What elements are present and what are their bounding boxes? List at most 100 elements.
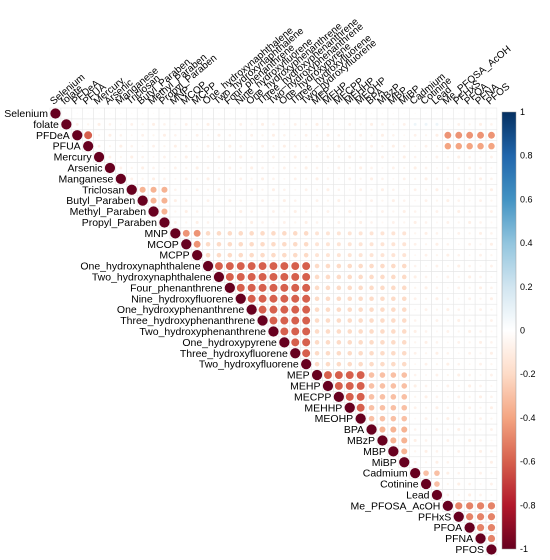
correlation-point [283,112,286,115]
correlation-point [291,272,300,281]
correlation-point [490,428,493,431]
correlation-point [457,461,460,464]
correlation-point [366,424,377,435]
correlation-point [291,305,300,314]
correlation-point [424,406,428,409]
correlation-point [282,252,287,258]
correlation-point [435,253,439,257]
correlation-point [293,210,297,214]
correlation-point [282,199,286,203]
correlation-point [325,350,331,356]
correlation-point [152,112,155,115]
correlation-point [302,294,311,303]
correlation-point [401,394,408,400]
correlation-point [489,188,493,192]
correlation-point [446,406,450,410]
correlation-point [370,188,373,191]
correlation-point [446,471,450,475]
row-label: Three_hydroxyfluorene [180,348,288,360]
correlation-point [401,329,407,334]
correlation-point [402,242,407,247]
correlation-point [131,112,133,115]
correlation-point [468,373,471,377]
row-label: MCPP [159,250,189,262]
correlation-point [236,262,245,271]
correlation-point [336,296,342,302]
correlation-point [490,439,493,442]
correlation-point [402,199,406,202]
correlation-point [282,231,287,236]
correlation-point [435,188,439,192]
correlation-point [260,252,265,258]
correlation-point [446,319,450,322]
correlation-point [119,123,122,126]
correlation-point [217,144,221,148]
correlation-point [217,177,221,181]
correlation-point [368,394,375,400]
row-label: Propyl_Paraben [82,217,157,229]
correlation-point [206,199,210,203]
correlation-point [435,177,439,181]
correlation-point [434,481,440,487]
correlation-point [476,513,485,521]
correlation-point [240,112,242,115]
correlation-point [370,166,373,170]
correlation-point [358,242,363,247]
correlation-point [326,221,329,224]
correlation-point [444,142,452,150]
correlation-point [247,272,256,281]
correlation-point [414,363,417,366]
correlation-point [304,133,308,137]
correlation-point [348,155,352,159]
correlation-point [435,450,439,453]
correlation-point [424,134,428,137]
correlation-point [97,122,101,126]
row-label: MEHHP [304,402,342,414]
correlation-point [326,144,330,148]
correlation-point [457,319,461,323]
correlation-point [369,231,374,236]
correlation-point [271,133,275,137]
correlation-point [83,141,94,152]
correlation-point [369,361,374,367]
correlation-point [380,350,385,356]
correlation-point [261,144,264,148]
row-label: Triclosan [82,184,124,196]
correlation-point [391,166,395,170]
correlation-point [359,112,362,115]
correlation-point [424,461,428,464]
correlation-point [283,155,286,159]
correlation-point [435,341,439,344]
correlation-point [413,460,417,464]
correlation-point [370,112,373,115]
correlation-point [401,318,407,323]
correlation-point [304,220,308,224]
correlation-point [228,144,232,148]
correlation-point [435,395,439,399]
correlation-point [239,134,242,137]
correlation-point [250,166,254,170]
correlation-point [479,112,482,115]
correlation-point [444,131,452,139]
correlation-point [337,144,341,148]
correlation-point [436,112,438,115]
correlation-point [468,428,471,431]
correlation-point [446,373,450,377]
correlation-point [261,188,264,191]
correlation-point [229,112,231,115]
correlation-point [316,112,318,115]
correlation-point [345,392,354,401]
correlation-point [293,144,297,148]
correlation-point [261,199,264,203]
correlation-point [379,394,386,400]
colorbar-tick-label: 0.4 [520,238,533,248]
correlation-point [446,308,450,312]
correlation-point [152,122,156,126]
correlation-point [457,286,461,290]
correlation-point [368,404,375,411]
correlation-point [413,155,417,159]
correlation-point [347,242,352,247]
correlation-point [390,404,397,411]
correlation-point [280,283,289,292]
correlation-point [225,272,234,281]
